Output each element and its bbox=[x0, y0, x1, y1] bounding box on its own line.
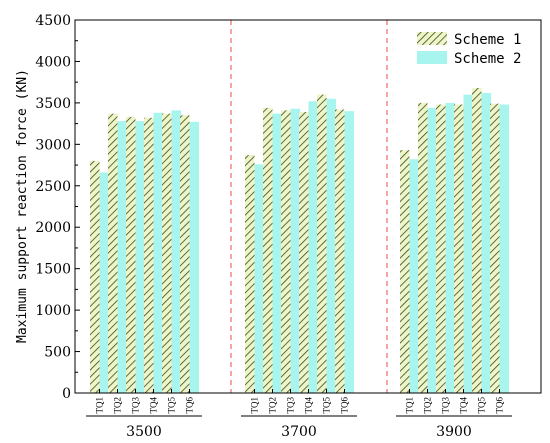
x-category-label: TQ1 bbox=[405, 397, 415, 414]
bar-scheme1-3900-tq4 bbox=[454, 104, 464, 394]
y-tick-label: 4500 bbox=[35, 13, 71, 29]
x-category-label: TQ5 bbox=[477, 397, 487, 414]
x-group-label: 3500 bbox=[126, 424, 162, 440]
x-category-label: TQ4 bbox=[149, 397, 159, 414]
x-group-label: 3900 bbox=[436, 424, 472, 440]
bar-scheme2-3700-tq6 bbox=[344, 111, 354, 393]
bar-scheme2-3900-tq5 bbox=[481, 92, 491, 393]
x-category-label: TQ4 bbox=[459, 397, 469, 414]
x-category-label: TQ1 bbox=[95, 397, 105, 414]
y-tick-label: 1000 bbox=[35, 303, 71, 319]
x-category-label: TQ6 bbox=[340, 397, 350, 414]
x-category-label: TQ2 bbox=[268, 397, 278, 414]
legend-swatch-scheme1 bbox=[417, 32, 447, 45]
y-tick-label: 3500 bbox=[35, 96, 71, 112]
bar-scheme2-3900-tq3 bbox=[445, 102, 455, 393]
y-tick-label: 1500 bbox=[35, 262, 71, 278]
y-tick-label: 500 bbox=[44, 345, 71, 361]
bar-scheme1-3500-tq5 bbox=[162, 113, 172, 394]
bar-scheme1-3700-tq1 bbox=[245, 155, 255, 393]
bar-scheme2-3500-tq1 bbox=[99, 172, 109, 393]
bar-scheme1-3500-tq6 bbox=[180, 115, 190, 394]
bar-scheme1-3700-tq4 bbox=[299, 112, 309, 394]
x-category-label: TQ6 bbox=[185, 397, 195, 414]
x-category-label: TQ3 bbox=[441, 397, 451, 414]
x-category-label: TQ2 bbox=[113, 397, 123, 414]
legend: Scheme 1 Scheme 2 bbox=[417, 32, 521, 67]
bar-scheme1-3700-tq6 bbox=[335, 109, 345, 394]
x-category-label: TQ2 bbox=[423, 397, 433, 414]
legend-label: Scheme 1 bbox=[454, 32, 521, 48]
legend-swatch-scheme2 bbox=[417, 51, 447, 64]
bars bbox=[90, 87, 509, 394]
x-category-label: TQ1 bbox=[250, 397, 260, 414]
bar-scheme2-3700-tq1 bbox=[254, 164, 264, 393]
y-tick-label: 4000 bbox=[35, 54, 71, 70]
bar-scheme2-3900-tq2 bbox=[427, 107, 437, 394]
bar-scheme1-3700-tq5 bbox=[317, 94, 327, 393]
y-axis-label: Maximum support reaction force (KN) bbox=[15, 69, 30, 343]
bar-scheme1-3900-tq5 bbox=[472, 87, 482, 394]
legend-label: Scheme 2 bbox=[454, 51, 521, 67]
bar-scheme2-3900-tq1 bbox=[409, 159, 419, 393]
bar-scheme1-3700-tq2 bbox=[263, 107, 273, 394]
bar-scheme1-3500-tq3 bbox=[126, 116, 136, 393]
bar-scheme1-3900-tq1 bbox=[400, 150, 410, 393]
bar-scheme2-3700-tq5 bbox=[326, 98, 336, 393]
bar-scheme2-3500-tq4 bbox=[153, 112, 163, 393]
bar-scheme2-3900-tq6 bbox=[499, 104, 509, 394]
x-category-label: TQ5 bbox=[322, 397, 332, 414]
bar-scheme2-3700-tq2 bbox=[272, 113, 282, 394]
bar-scheme1-3500-tq4 bbox=[144, 117, 154, 393]
bar-scheme2-3500-tq5 bbox=[171, 110, 181, 394]
x-group-label: 3700 bbox=[281, 424, 317, 440]
bar-scheme2-3700-tq4 bbox=[308, 101, 318, 393]
bar-scheme2-3500-tq3 bbox=[135, 121, 145, 393]
x-category-label: TQ5 bbox=[167, 397, 177, 414]
x-axis: TQ1 TQ2 TQ3 TQ4 TQ5 TQ6 3500 TQ1 TQ2 TQ3 TQ4 TQ5 TQ6… bbox=[86, 389, 512, 440]
x-category-label: TQ6 bbox=[495, 397, 505, 414]
y-tick-label: 0 bbox=[62, 386, 71, 402]
bar-scheme1-3900-tq3 bbox=[436, 104, 446, 394]
bar-scheme2-3900-tq4 bbox=[463, 94, 473, 393]
bar-scheme2-3500-tq2 bbox=[117, 121, 127, 393]
bar-scheme2-3700-tq3 bbox=[290, 108, 300, 394]
x-category-label: TQ4 bbox=[304, 397, 314, 414]
y-axis: 0 500 1000 1500 2000 2500 3000 3500 4000 4500 bbox=[35, 13, 80, 402]
x-category-label: TQ3 bbox=[131, 397, 141, 414]
bar-scheme1-3900-tq2 bbox=[418, 102, 428, 393]
bar-scheme1-3500-tq2 bbox=[108, 113, 118, 394]
y-tick-label: 2500 bbox=[35, 179, 71, 195]
bar-scheme1-3700-tq3 bbox=[281, 110, 291, 394]
y-tick-label: 2000 bbox=[35, 220, 71, 236]
x-category-label: TQ3 bbox=[286, 397, 296, 414]
bar-scheme1-3900-tq6 bbox=[490, 103, 500, 394]
bar-scheme2-3500-tq6 bbox=[189, 121, 199, 393]
bar-scheme1-3500-tq1 bbox=[90, 160, 100, 393]
group-separators bbox=[230, 20, 388, 393]
y-tick-label: 3000 bbox=[35, 137, 71, 153]
